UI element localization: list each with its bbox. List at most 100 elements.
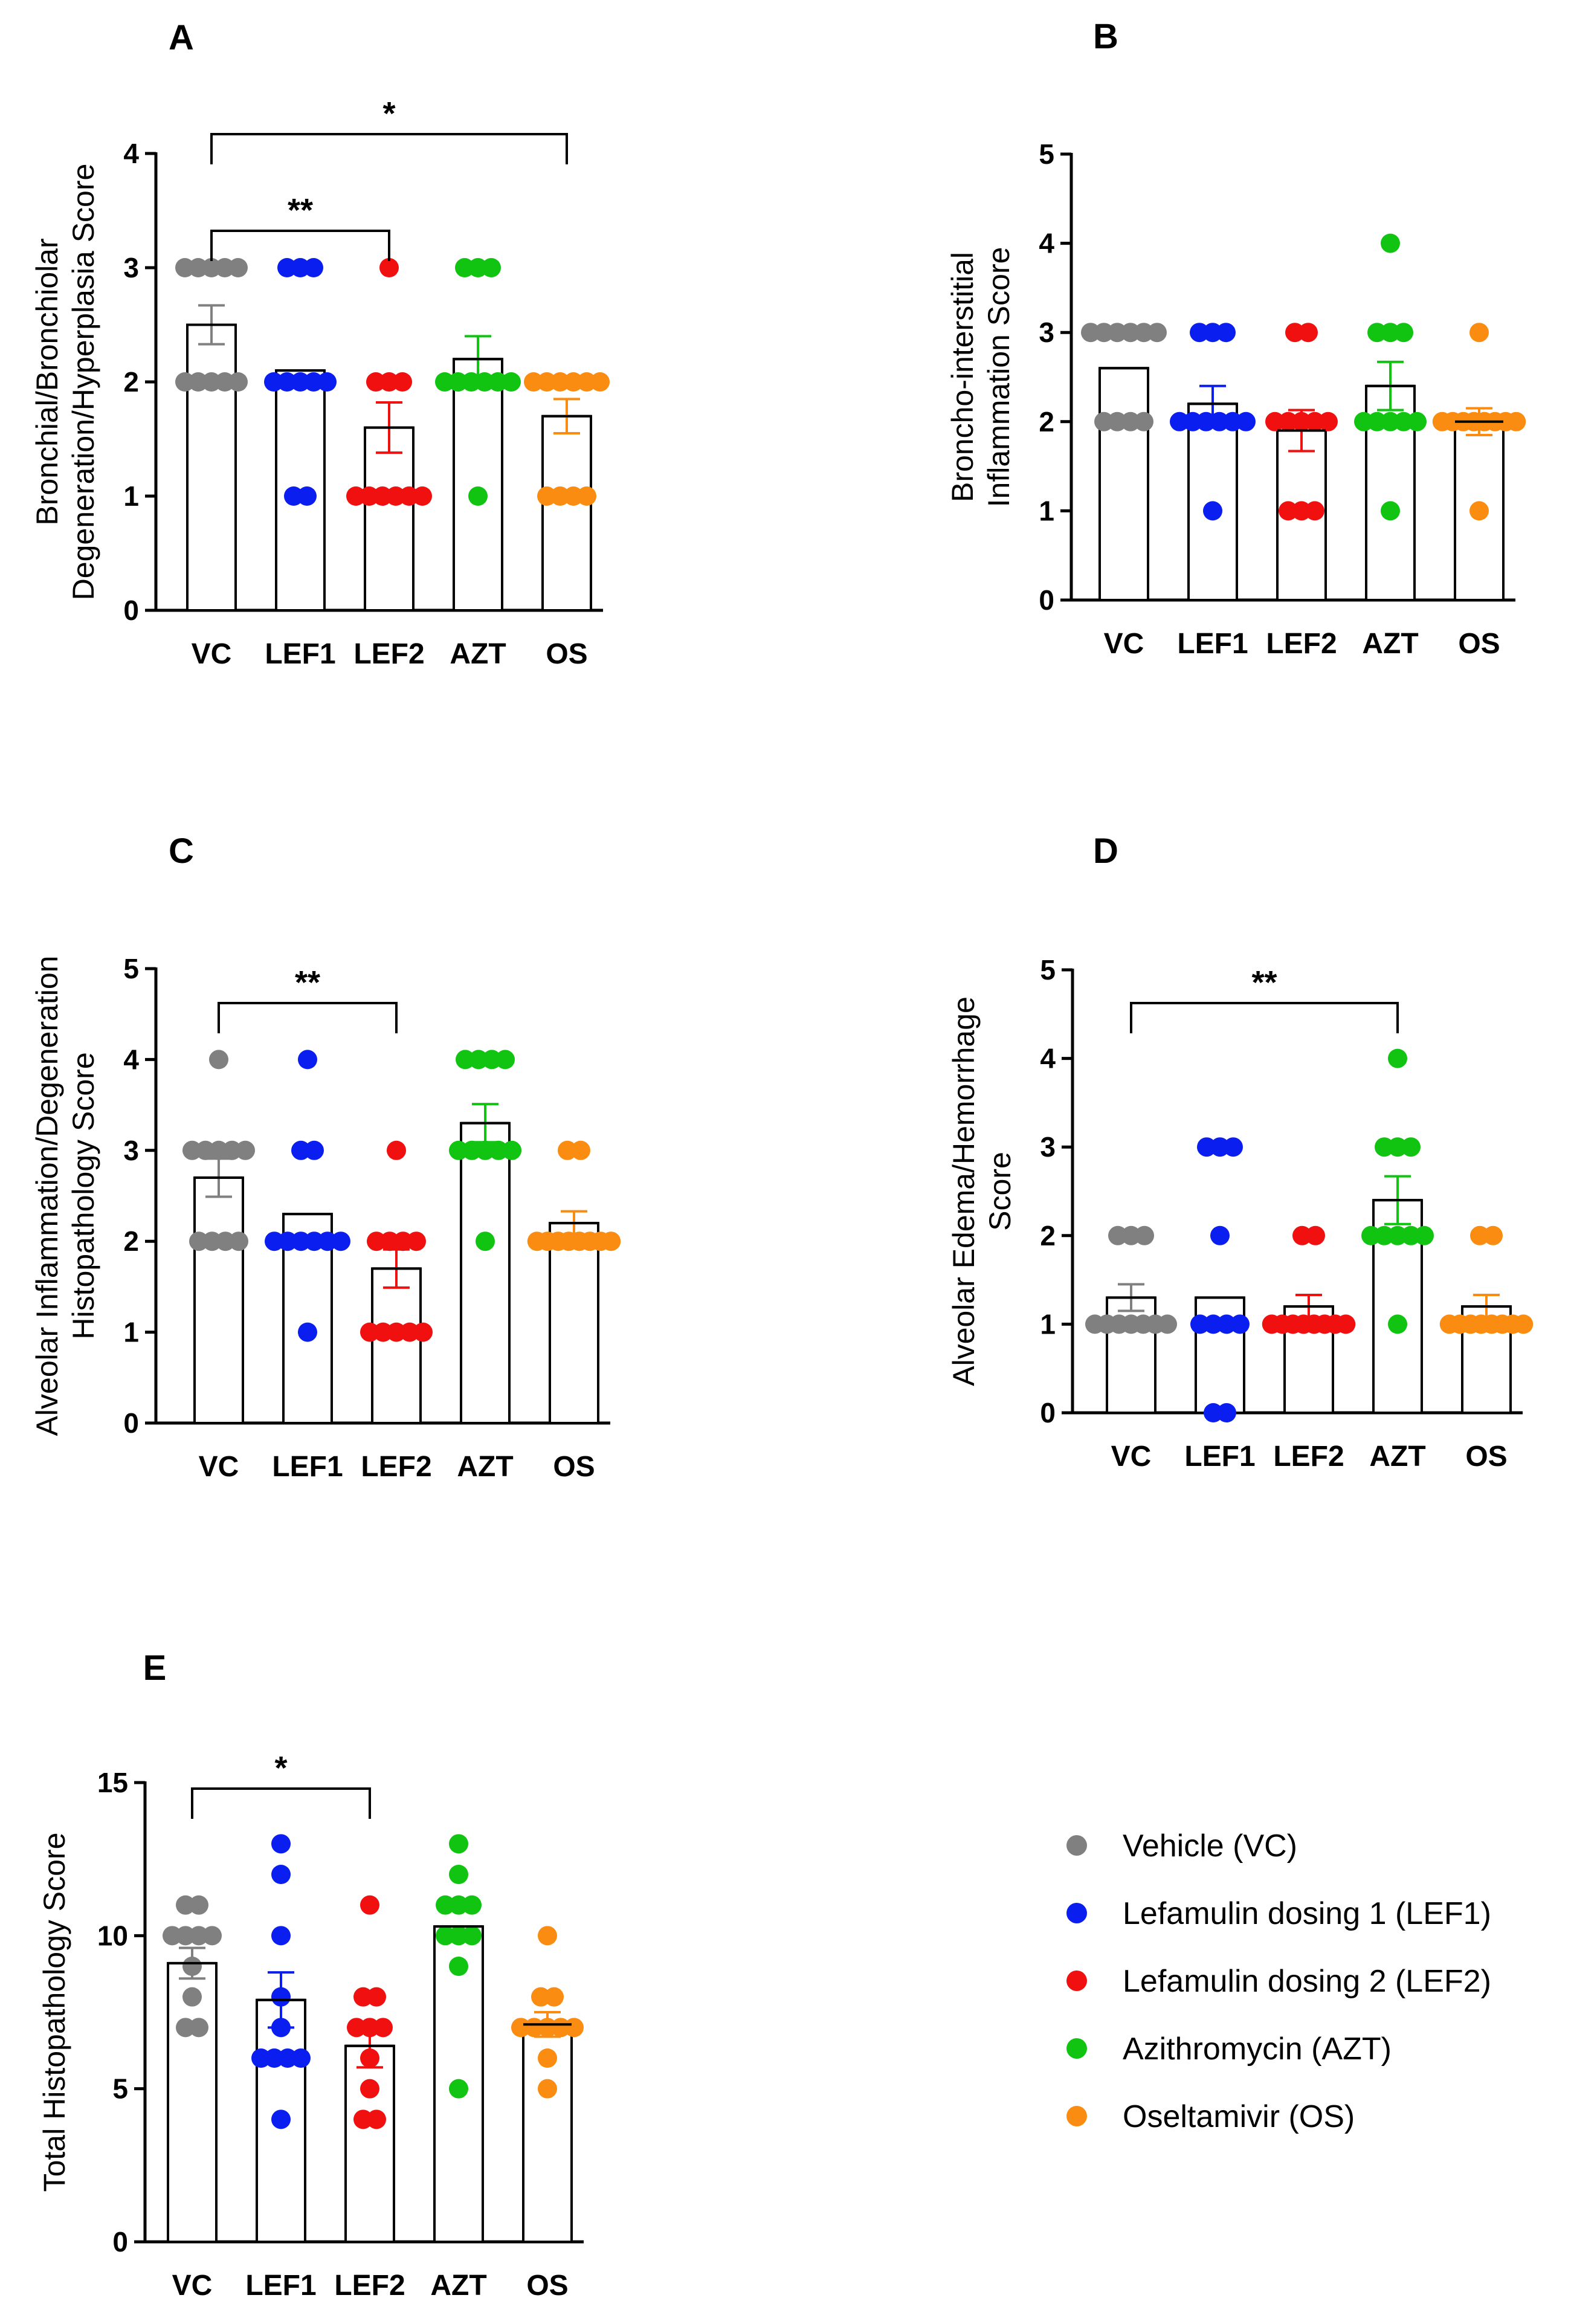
y-tick-label: 4 xyxy=(1040,1043,1056,1074)
data-point-azt xyxy=(469,1050,488,1070)
y-axis-label: Total Histopathology Score xyxy=(37,1833,71,2192)
y-tick-label: 2 xyxy=(123,1225,139,1257)
panel-a: A 0 1 2 3 4 Bronchial/Bronchiolar Degeneration/… xyxy=(30,18,610,670)
data-point-lef2 xyxy=(373,1322,393,1342)
data-point-lef2 xyxy=(379,258,399,277)
data-point-lef1 xyxy=(265,1231,284,1251)
x-tick-label: AZT xyxy=(457,1451,513,1483)
data-point-lef2 xyxy=(393,372,412,392)
data-point-lef2 xyxy=(399,486,419,506)
legend-marker xyxy=(1066,2038,1087,2059)
data-point-vc xyxy=(176,1926,195,1946)
x-tick-label: LEF2 xyxy=(361,1451,431,1483)
data-point-lef1 xyxy=(318,1231,337,1251)
bar-lef1 xyxy=(1195,1296,1245,1414)
y-tick-label: 0 xyxy=(123,1407,139,1439)
data-point-os xyxy=(590,372,610,392)
y-tick-label: 4 xyxy=(123,1044,139,1075)
significance-label: ** xyxy=(1251,964,1277,1001)
data-point-lef1 xyxy=(277,372,297,392)
data-point-lef1 xyxy=(1204,1314,1223,1334)
data-point-vc xyxy=(1135,1225,1154,1245)
y-tick-label: 2 xyxy=(123,366,139,398)
y-tick-label: 0 xyxy=(123,595,139,626)
y-axis-label: Alveolar Edema/Hemorrhage xyxy=(947,996,981,1386)
data-point-azt xyxy=(456,1050,475,1070)
bar-lef2 xyxy=(371,1267,422,1425)
data-point-vc xyxy=(222,1140,242,1160)
y-tick-label: 5 xyxy=(1039,138,1054,170)
data-point-vc xyxy=(228,258,248,277)
bar-os xyxy=(549,1222,599,1424)
data-point-vc xyxy=(215,258,234,277)
data-point-azt xyxy=(1388,1137,1407,1157)
data-point-os xyxy=(564,372,583,392)
panel-letter: B xyxy=(1093,17,1118,56)
x-tick-label: VC xyxy=(1111,1441,1152,1473)
data-point-os xyxy=(577,372,596,392)
data-point-vc xyxy=(1094,323,1114,343)
data-point-lef1 xyxy=(264,372,283,392)
data-point-azt xyxy=(1388,1048,1407,1068)
data-point-lef1 xyxy=(1190,1314,1210,1334)
data-point-lef1 xyxy=(271,1865,291,1884)
data-point-lef1 xyxy=(1203,501,1222,521)
bar-vc xyxy=(1098,367,1149,601)
data-point-lef2 xyxy=(379,372,399,392)
data-point-lef1 xyxy=(1197,1137,1216,1157)
data-point-lef1 xyxy=(1236,412,1256,431)
data-point-lef2 xyxy=(366,372,385,392)
significance-label: ** xyxy=(295,964,320,1001)
y-tick-label: 15 xyxy=(97,1767,128,1798)
data-point-lef2 xyxy=(1265,412,1285,431)
data-point-vc xyxy=(189,258,208,277)
data-point-vc xyxy=(1081,323,1100,343)
legend-item-lef1: Lefamulin dosing 1 (LEF1) xyxy=(1066,1896,1491,1931)
data-point-os xyxy=(577,486,596,506)
legend-marker xyxy=(1066,1903,1087,1923)
x-tick-label: OS xyxy=(1458,628,1500,660)
data-point-vc xyxy=(175,372,195,392)
data-point-lef1 xyxy=(271,1926,291,1946)
data-point-azt xyxy=(1388,1314,1407,1334)
data-point-os xyxy=(1483,1225,1503,1245)
bar-vc xyxy=(167,1961,218,2244)
data-point-lef2 xyxy=(393,1231,413,1251)
significance-label: * xyxy=(382,95,395,132)
data-point-azt xyxy=(455,258,474,277)
data-point-os xyxy=(564,2018,584,2038)
y-tick-label: 5 xyxy=(112,2073,128,2105)
data-point-azt xyxy=(1375,1137,1394,1157)
data-point-vc xyxy=(1108,1225,1127,1245)
significance-bracket xyxy=(218,1002,398,1033)
x-tick-label: VC xyxy=(199,1451,239,1483)
data-point-lef1 xyxy=(1210,1137,1230,1157)
data-point-lef2 xyxy=(400,1322,419,1342)
data-point-azt xyxy=(495,1050,515,1070)
y-tick-label: 4 xyxy=(1039,228,1054,259)
data-point-azt xyxy=(436,1895,455,1915)
data-point-lef1 xyxy=(271,2109,291,2129)
data-point-lef2 xyxy=(360,1895,379,1915)
data-point-lef2 xyxy=(1285,323,1305,343)
data-point-lef2 xyxy=(367,2109,386,2129)
data-point-vc xyxy=(189,372,208,392)
y-axis-label: Broncho-interstitial xyxy=(946,252,979,502)
data-point-lef2 xyxy=(387,1322,406,1342)
x-tick-label: LEF1 xyxy=(245,2270,316,2302)
significance-bracket xyxy=(210,133,568,164)
panel-c: C 0 1 2 3 4 5 Alveolar Inflammation/Degeneratio… xyxy=(30,831,621,1483)
y-axis-label: Alveolar Inflammation/Degeneration xyxy=(30,956,64,1436)
y-tick-label: 10 xyxy=(97,1920,128,1951)
legend-marker xyxy=(1066,2106,1087,2126)
x-tick-label: AZT xyxy=(450,638,506,670)
data-point-azt xyxy=(1381,501,1400,521)
data-point-azt xyxy=(1401,1137,1421,1157)
bar-lef2 xyxy=(364,426,415,612)
data-point-vc xyxy=(1108,412,1127,431)
data-point-azt xyxy=(449,1834,468,1854)
data-point-azt xyxy=(1401,1225,1421,1245)
data-point-lef2 xyxy=(387,1140,406,1160)
bar-lef2 xyxy=(344,2044,395,2244)
data-point-azt xyxy=(502,372,521,392)
